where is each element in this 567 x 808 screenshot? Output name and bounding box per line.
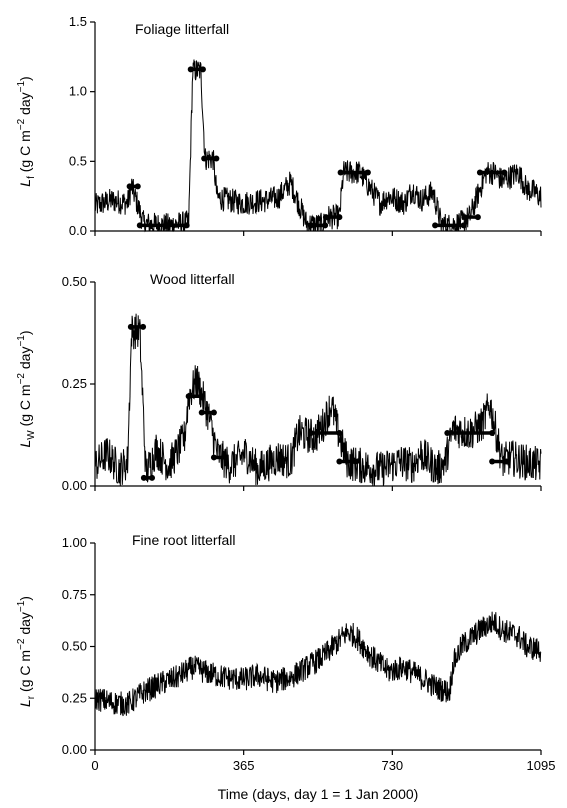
observed-point — [185, 393, 192, 400]
panel-title: Fine root litterfall — [132, 532, 235, 548]
y-axis-label: Lf (g C m−2 day−1) — [16, 76, 37, 186]
model-series-line — [94, 611, 542, 717]
observed-point — [503, 458, 510, 465]
observed-point — [476, 169, 483, 176]
observed-point — [210, 409, 217, 416]
observed-point — [501, 169, 508, 176]
observed-point — [307, 222, 314, 229]
panel-3: 0.00 0.25 0.50 0.75 1.00 0 365 730 1095 Fine root… — [16, 532, 555, 802]
observed-point — [307, 429, 314, 436]
observed-point — [336, 214, 343, 221]
observed-point — [201, 155, 208, 162]
observed-point — [198, 393, 205, 400]
x-tick-label: 0 — [91, 758, 98, 773]
observed-point — [489, 429, 496, 436]
y-tick-label: 0.0 — [69, 223, 87, 238]
y-tick-label: 0.00 — [62, 478, 87, 493]
observed-point — [444, 429, 451, 436]
observed-point — [199, 66, 206, 73]
observed-point — [489, 458, 496, 465]
observed-point — [432, 222, 439, 229]
observed-point — [213, 155, 220, 162]
observed-point — [352, 458, 359, 465]
observed-point — [336, 458, 343, 465]
y-tick-label: 1.00 — [62, 535, 87, 550]
panel-1: 0.0 0.5 1.0 1.5 Foliage litterfall Lf (g C m−… — [16, 14, 542, 238]
observed-point — [336, 429, 343, 436]
observed-point — [140, 323, 147, 330]
observed-point — [210, 454, 217, 461]
observed-point — [322, 222, 329, 229]
observed-point — [222, 454, 229, 461]
observed-point — [126, 183, 133, 190]
y-tick-label: 0.25 — [62, 690, 87, 705]
y-tick-label: 0.00 — [62, 742, 87, 757]
y-axis-label: Lr (g C m−2 day−1) — [16, 596, 37, 707]
observed-point — [127, 323, 134, 330]
y-tick-label: 0.5 — [69, 153, 87, 168]
model-series-line — [94, 59, 542, 233]
observed-point — [337, 169, 344, 176]
observed-point — [474, 214, 481, 221]
panel-title: Wood litterfall — [150, 271, 235, 287]
x-tick-label: 365 — [233, 758, 255, 773]
observed-point — [461, 214, 468, 221]
x-tick-label: 1095 — [527, 758, 556, 773]
y-tick-label: 0.75 — [62, 587, 87, 602]
observed-point — [183, 222, 190, 229]
y-axis-label: LW (g C m−2 day−1) — [16, 330, 37, 447]
panel-title: Foliage litterfall — [135, 21, 229, 37]
observed-point — [187, 66, 194, 73]
observed-point — [460, 222, 467, 229]
observed-point — [134, 183, 141, 190]
observed-point — [136, 222, 143, 229]
observed-point — [149, 474, 156, 481]
observed-point — [140, 474, 147, 481]
y-tick-label: 0.50 — [62, 274, 87, 289]
panel-2: 0.00 0.25 0.50 Wood litterfall LW (g C m−2 d… — [16, 271, 542, 493]
y-tick-label: 0.25 — [62, 376, 87, 391]
x-axis-label: Time (days, day 1 = 1 Jan 2000) — [218, 786, 419, 802]
y-tick-label: 1.0 — [69, 84, 87, 99]
observed-point — [322, 214, 329, 221]
observed-point — [364, 169, 371, 176]
y-tick-label: 1.5 — [69, 14, 87, 29]
y-tick-label: 0.50 — [62, 639, 87, 654]
x-tick-label: 730 — [381, 758, 403, 773]
observed-point — [198, 409, 205, 416]
model-series-line — [94, 313, 542, 487]
